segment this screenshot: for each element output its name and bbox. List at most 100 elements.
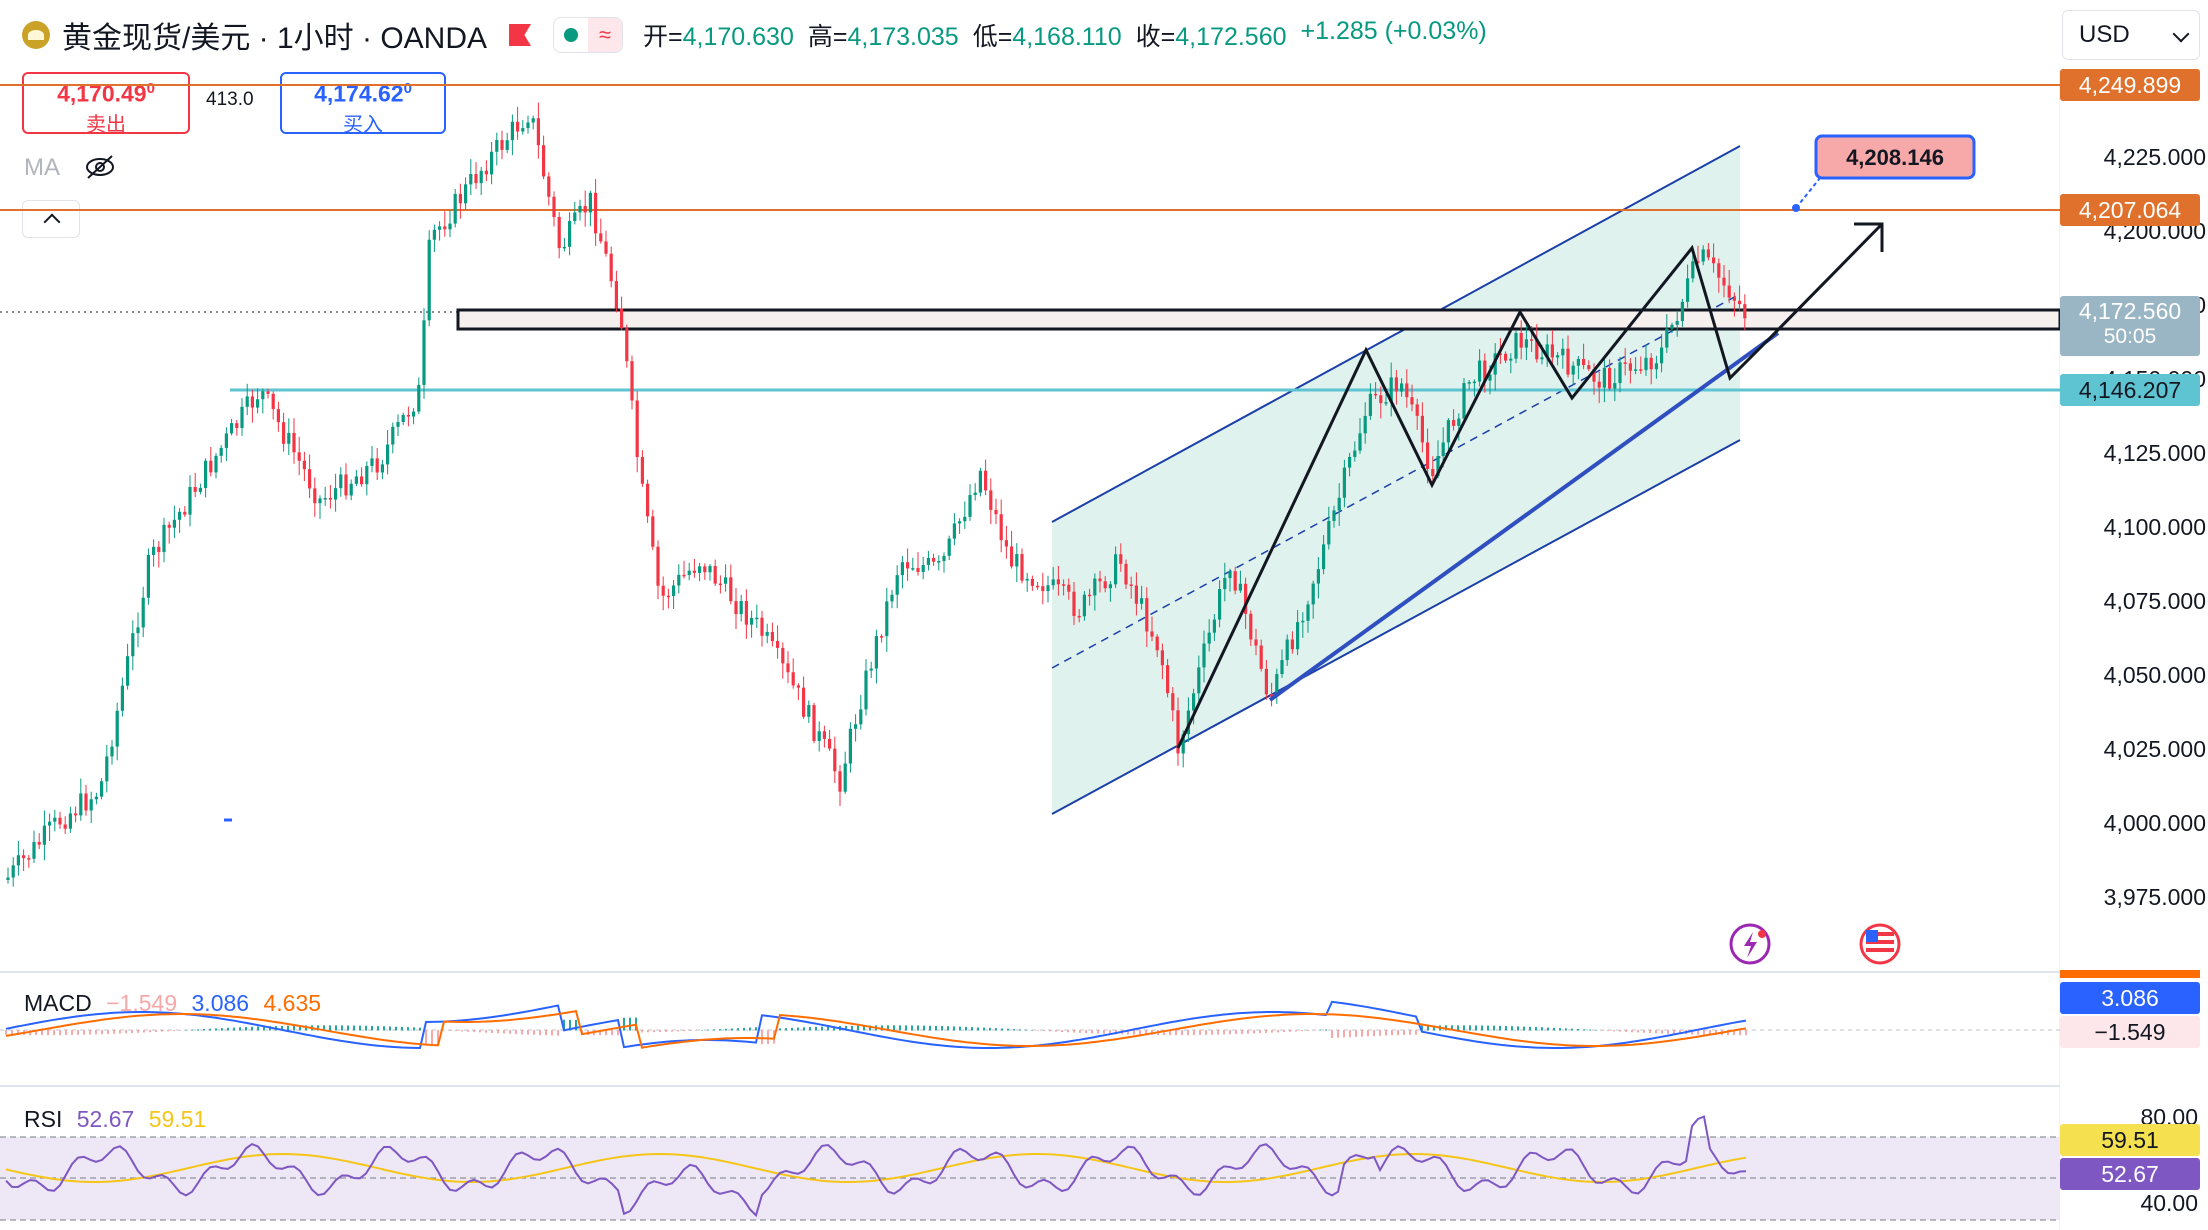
- candle-body: [458, 193, 462, 204]
- rsi-tag: 52.67: [2060, 1158, 2200, 1190]
- macd-hist-bar: [917, 1025, 919, 1031]
- macd-hist-bar: [401, 1026, 403, 1031]
- macd-hist-bar: [1385, 1030, 1387, 1036]
- candle-body: [1384, 402, 1388, 404]
- macd-hist-bar: [1373, 1030, 1375, 1037]
- trend-support-line: [1268, 331, 1780, 702]
- candle-body: [1025, 578, 1029, 581]
- candle-body: [1036, 585, 1040, 588]
- candle-body: [474, 174, 478, 184]
- ohlc-close: 收=4,172.560: [1135, 23, 1287, 51]
- candle-body: [1472, 381, 1476, 384]
- candle-body: [1394, 377, 1398, 392]
- macd-hist-bar: [365, 1025, 367, 1031]
- candle-body: [1545, 344, 1549, 358]
- us-flag-event-icon[interactable]: [1859, 923, 1901, 965]
- eye-hidden-icon[interactable]: [84, 154, 116, 180]
- candle-body: [614, 281, 618, 309]
- candle-body: [1114, 554, 1118, 585]
- macd-hist-bar: [785, 1028, 787, 1031]
- rsi-line: [5, 1115, 1747, 1218]
- candle-body: [1316, 569, 1320, 584]
- candle-body: [900, 562, 904, 576]
- macd-hist-bar: [83, 1030, 85, 1035]
- candle-body: [1483, 360, 1487, 381]
- symbol-title[interactable]: 黄金现货/美元 · 1小时 · OANDA: [62, 22, 488, 55]
- candle-body: [417, 384, 421, 412]
- spread-value: 413.0: [206, 89, 254, 110]
- candle-body: [802, 687, 806, 717]
- candle-body: [313, 488, 317, 504]
- candle-body: [1140, 598, 1144, 604]
- candle-body: [989, 490, 993, 510]
- macd-hist-bar: [1631, 1030, 1633, 1033]
- macd-hist-bar: [1073, 1030, 1075, 1033]
- price-chart[interactable]: 4,208.146: [0, 0, 2060, 1230]
- macd-hist-bar: [575, 1019, 577, 1031]
- macd-hist-bar: [719, 1029, 721, 1031]
- candle-body: [1259, 645, 1263, 669]
- flag-icon[interactable]: [509, 24, 532, 46]
- macd-hist-bar: [1667, 1030, 1669, 1034]
- lightning-event-icon[interactable]: [1729, 923, 1771, 965]
- macd-hist-bar: [287, 1025, 289, 1031]
- candle-body: [162, 524, 166, 553]
- candle-body: [1082, 594, 1086, 617]
- collapse-legend-button[interactable]: [22, 200, 80, 238]
- macd-hist-bar: [533, 1030, 535, 1035]
- rsi-value: 52.67: [76, 1106, 135, 1132]
- macd-hist-bar: [791, 1027, 793, 1031]
- candle-body: [1249, 613, 1253, 640]
- candle-body: [58, 817, 62, 825]
- candle-body: [427, 239, 431, 321]
- candle-body: [479, 170, 483, 184]
- candle-body: [1389, 377, 1393, 403]
- candle-body: [1592, 369, 1596, 382]
- currency-select[interactable]: USD: [2062, 10, 2200, 60]
- price-axis[interactable]: 4,225.0004,200.0004,175.0004,150.0004,12…: [2060, 70, 2208, 1230]
- macd-hist-bar: [749, 1027, 751, 1031]
- sell-button[interactable]: 4,170.490 卖出: [22, 72, 190, 136]
- candle-body: [1524, 339, 1528, 348]
- candle-body: [724, 577, 728, 584]
- candle-body: [1342, 467, 1346, 498]
- candle-body: [152, 546, 156, 555]
- macd-hist-bar: [1067, 1030, 1069, 1033]
- macd-hist-bar: [353, 1025, 355, 1031]
- macd-hist-bar: [707, 1029, 709, 1031]
- macd-hist-bar: [599, 1030, 601, 1036]
- candle-body: [516, 121, 520, 132]
- candle-body: [89, 799, 93, 811]
- candle-body: [344, 474, 348, 496]
- candle-body: [1426, 442, 1430, 469]
- price-axis-tick: 4,025.000: [2103, 736, 2206, 762]
- macd-hist-bar: [233, 1027, 235, 1031]
- macd-hist-bar: [1589, 1029, 1591, 1031]
- candle-body: [1212, 619, 1216, 633]
- macd-hist-bar: [539, 1030, 541, 1036]
- status-pill[interactable]: ≈: [553, 17, 624, 53]
- macd-signal-tag-edge: [2060, 970, 2200, 978]
- candle-body: [287, 432, 291, 444]
- ma-indicator-label[interactable]: MA: [24, 154, 60, 181]
- candle-body: [230, 423, 234, 434]
- candle-body: [308, 469, 312, 489]
- candle-body: [1696, 261, 1700, 263]
- candle-body: [916, 568, 920, 572]
- symbol-header: 黄金现货/美元 · 1小时 · OANDA ≈ 开=4,170.630 高=4,…: [0, 0, 2060, 70]
- macd-hist-bar: [1541, 1027, 1543, 1031]
- macd-hist-bar: [845, 1025, 847, 1031]
- macd-hist-bar: [1001, 1028, 1003, 1031]
- macd-hist-bar: [113, 1030, 115, 1034]
- candle-body: [869, 668, 873, 671]
- macd-hist-bar: [323, 1025, 325, 1031]
- candle-body: [1264, 668, 1268, 695]
- ohlc-values: 开=4,170.630 高=4,173.035 低=4,168.110 收=4,…: [643, 17, 1487, 53]
- macd-hist-bar: [929, 1025, 931, 1031]
- candle-body: [833, 748, 837, 772]
- macd-hist-bar: [899, 1025, 901, 1031]
- candle-body: [604, 241, 608, 254]
- price-axis-tick: 4,050.000: [2103, 662, 2206, 688]
- macd-hist-bar: [419, 1027, 421, 1031]
- macd-hist-bar: [371, 1025, 373, 1031]
